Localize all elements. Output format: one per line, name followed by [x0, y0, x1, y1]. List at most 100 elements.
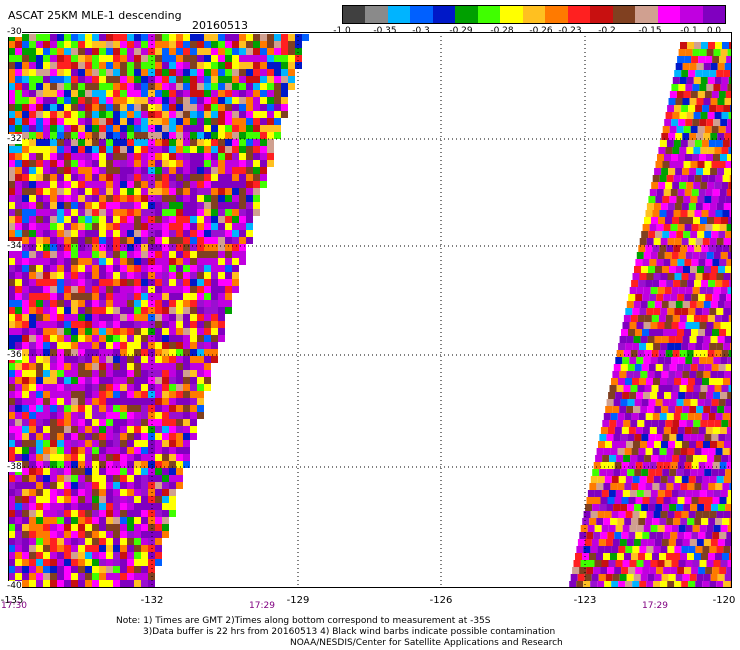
swath-cell	[162, 265, 169, 272]
swath-cell	[78, 111, 85, 118]
swath-cell	[71, 146, 78, 153]
swath-cell	[704, 231, 712, 238]
colorbar-segment	[343, 6, 366, 23]
swath-cell	[64, 76, 71, 83]
swath-cell	[225, 181, 232, 188]
swath-cell	[717, 63, 725, 70]
swath-cell	[688, 511, 696, 518]
swath-cell	[690, 364, 698, 371]
swath-cell	[15, 342, 22, 349]
swath-cell	[699, 322, 707, 329]
swath-cell	[43, 398, 50, 405]
swath-cell	[611, 511, 619, 518]
swath-cell	[183, 454, 190, 461]
swath-cell	[716, 238, 724, 245]
swath-cell	[8, 545, 15, 552]
swath-cell	[598, 574, 606, 581]
swath-cell	[155, 349, 162, 356]
swath-cell	[701, 42, 708, 49]
swath-cell	[705, 427, 713, 434]
swath-cell	[57, 377, 64, 384]
swath-cell	[685, 357, 693, 364]
swath-cell	[29, 69, 36, 76]
swath-cell	[162, 160, 169, 167]
swath-cell	[78, 146, 85, 153]
swath-cell	[197, 41, 204, 48]
swath-cell	[677, 462, 685, 469]
swath-cell	[197, 202, 204, 209]
swath-cell	[155, 160, 162, 167]
swath-cell	[134, 419, 141, 426]
swath-cell	[232, 286, 239, 293]
swath-cell	[683, 364, 691, 371]
swath-cell	[600, 567, 608, 574]
swath-cell	[675, 406, 683, 413]
swath-cell	[127, 580, 134, 587]
swath-cell	[671, 322, 679, 329]
swath-cell	[700, 420, 708, 427]
swath-cell	[50, 104, 57, 111]
swath-cell	[113, 146, 120, 153]
swath-cell	[155, 391, 162, 398]
swath-cell	[723, 273, 731, 280]
swath-cell	[727, 119, 732, 126]
swath-cell	[36, 125, 43, 132]
swath-cell	[281, 76, 288, 83]
swath-cell	[92, 335, 99, 342]
swath-cell	[225, 251, 232, 258]
swath-cell	[599, 469, 607, 476]
swath-cell	[57, 447, 64, 454]
swath-cell	[99, 216, 106, 223]
swath-cell	[652, 553, 659, 560]
swath-cell	[646, 308, 654, 315]
swath-cell	[57, 314, 64, 321]
swath-cell	[721, 455, 729, 462]
swath-cell	[29, 433, 36, 440]
swath-cell	[211, 174, 218, 181]
swath-cell	[643, 287, 651, 294]
swath-cell	[155, 426, 162, 433]
swath-cell	[113, 566, 120, 573]
swath-cell	[218, 111, 225, 118]
swath-cell	[693, 385, 701, 392]
swath-cell	[669, 231, 677, 238]
swath-cell	[57, 398, 64, 405]
swath-cell	[651, 385, 659, 392]
swath-cell	[50, 468, 57, 475]
swath-cell	[64, 468, 71, 475]
colorbar-segment	[657, 6, 681, 23]
swath-cell	[99, 356, 106, 363]
swath-cell	[633, 574, 641, 581]
swath-cell	[113, 328, 120, 335]
swath-cell	[638, 483, 646, 490]
swath-cell	[665, 315, 673, 322]
swath-cell	[626, 406, 634, 413]
swath-cell	[253, 160, 260, 167]
swath-cell	[120, 524, 127, 531]
swath-cell	[78, 153, 85, 160]
swath-cell	[92, 286, 99, 293]
swath-cell	[92, 41, 99, 48]
swath-cell	[57, 419, 64, 426]
swath-cell	[620, 364, 628, 371]
swath-cell	[169, 55, 176, 62]
swath-cell	[127, 111, 134, 118]
swath-cell	[43, 370, 50, 377]
swath-cell	[722, 553, 729, 560]
swath-cell	[36, 188, 43, 195]
swath-cell	[704, 434, 712, 441]
swath-cell	[22, 307, 29, 314]
swath-cell	[664, 287, 672, 294]
swath-cell	[43, 48, 50, 55]
swath-cell	[134, 321, 141, 328]
swath-cell	[120, 496, 127, 503]
swath-cell	[113, 349, 120, 356]
swath-cell	[92, 580, 99, 587]
swath-cell	[225, 272, 232, 279]
swath-cell	[688, 343, 696, 350]
swath-cell	[162, 146, 169, 153]
swath-cell	[635, 567, 643, 574]
swath-cell	[92, 566, 99, 573]
swath-cell	[8, 195, 15, 202]
swath-cell	[99, 55, 106, 62]
